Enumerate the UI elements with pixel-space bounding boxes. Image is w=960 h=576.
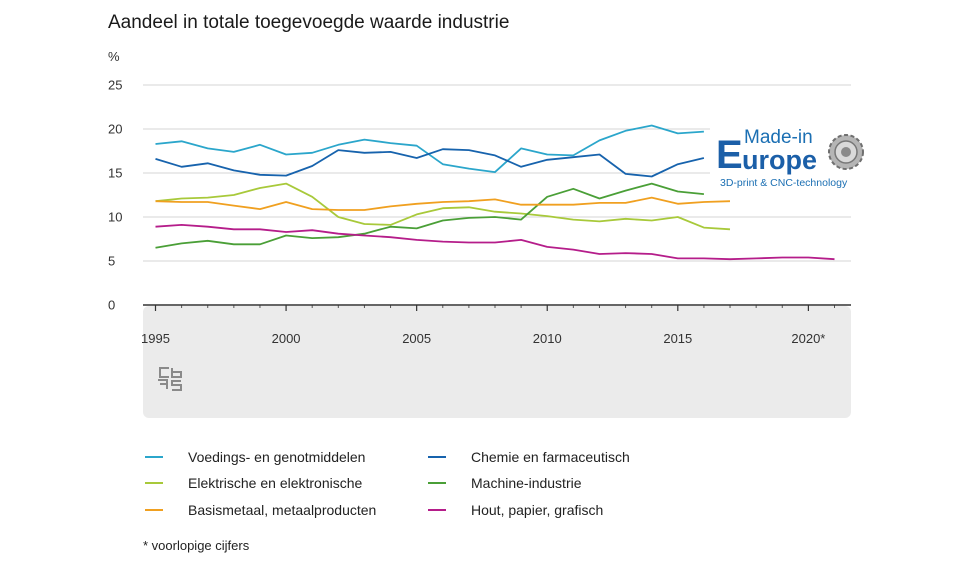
legend: Voedings- en genotmiddelen Chemie en farm… bbox=[145, 449, 630, 518]
legend-label: Voedings- en genotmiddelen bbox=[188, 449, 365, 465]
cbs-logo-icon bbox=[158, 367, 182, 391]
series-lines bbox=[155, 124, 835, 261]
svg-text:urope: urope bbox=[742, 145, 817, 175]
y-tick-label: 25 bbox=[108, 78, 122, 93]
x-axis-panel bbox=[143, 306, 851, 418]
x-tick-label: 2020* bbox=[791, 331, 825, 346]
series-line-3 bbox=[155, 182, 704, 249]
x-tick-label: 2010 bbox=[533, 331, 562, 346]
legend-label: Elektrische en elektronische bbox=[188, 475, 363, 491]
series-line-0 bbox=[155, 124, 704, 174]
y-tick-label: 10 bbox=[108, 210, 122, 225]
legend-label: Hout, papier, grafisch bbox=[471, 502, 603, 518]
made-in-europe-logo: E Made-in urope 3D-print & CNC-technolog… bbox=[710, 104, 870, 190]
legend-label: Machine-industrie bbox=[471, 475, 582, 491]
y-tick-label: 0 bbox=[108, 298, 115, 313]
series-line-2 bbox=[155, 182, 731, 231]
y-tick-label: 15 bbox=[108, 166, 122, 181]
y-tick-label: 5 bbox=[108, 254, 115, 269]
legend-label: Chemie en farmaceutisch bbox=[471, 449, 630, 465]
y-axis-unit: % bbox=[108, 49, 120, 64]
x-axis-ticks: 1995 2000 2005 2010 2015 2020* bbox=[141, 305, 835, 346]
series-line-5 bbox=[155, 223, 835, 261]
legend-label: Basismetaal, metaalproducten bbox=[188, 502, 376, 518]
chart-title: Aandeel in totale toegevoegde waarde ind… bbox=[108, 12, 509, 33]
x-tick-label: 1995 bbox=[141, 331, 170, 346]
y-tick-label: 20 bbox=[108, 122, 122, 137]
x-tick-label: 2000 bbox=[272, 331, 301, 346]
x-tick-label: 2015 bbox=[663, 331, 692, 346]
y-axis-ticks: 0 5 10 15 20 25 bbox=[108, 78, 122, 313]
footnote: * voorlopige cijfers bbox=[143, 538, 250, 553]
svg-text:E: E bbox=[716, 133, 743, 177]
gear-icon bbox=[828, 134, 864, 170]
series-line-4 bbox=[155, 196, 731, 211]
series-line-1 bbox=[155, 148, 705, 178]
svg-text:Made-in: Made-in bbox=[744, 127, 813, 148]
x-tick-label: 2005 bbox=[402, 331, 431, 346]
svg-text:3D-print & CNC-technology: 3D-print & CNC-technology bbox=[720, 177, 848, 189]
